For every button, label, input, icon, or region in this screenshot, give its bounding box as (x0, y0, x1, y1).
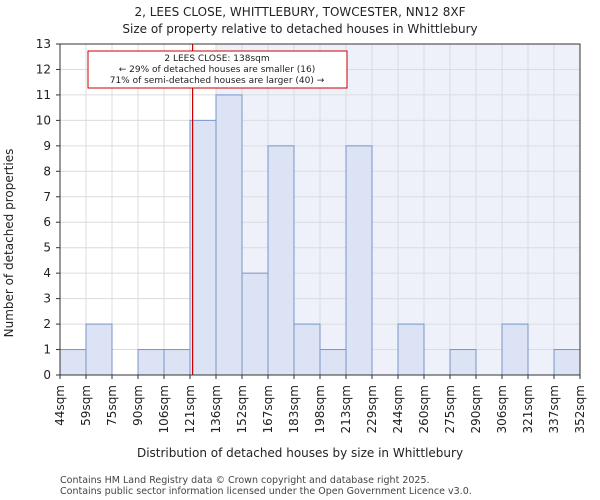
bar-198sqm (319, 349, 347, 376)
xtick-label-152sqm: 152sqm (235, 385, 249, 433)
ytick-label-10: 10 (36, 113, 51, 127)
xtick-label-106sqm: 106sqm (157, 385, 171, 433)
annotation-line-2: ← 29% of detached houses are smaller (16… (119, 65, 316, 75)
x-axis-ticks: 44sqm 59sqm 75sqm 90sqm 106sqm 121sqm 136sqm 15… (53, 375, 587, 433)
bar-183sqm (293, 323, 321, 376)
xtick-label-260sqm: 260sqm (417, 385, 431, 433)
bar-106sqm (163, 349, 191, 376)
xtick-label-136sqm: 136sqm (209, 385, 223, 433)
xtick-label-90sqm: 90sqm (131, 385, 145, 426)
ytick-label-12: 12 (36, 62, 51, 76)
bar-337sqm (553, 349, 581, 376)
bar-275sqm (449, 349, 477, 376)
bar-44sqm (59, 349, 87, 376)
bar-213sqm (345, 145, 373, 376)
annotation-line-3: 71% of semi-detached houses are larger (… (110, 76, 325, 86)
xtick-label-183sqm: 183sqm (287, 385, 301, 433)
xtick-label-229sqm: 229sqm (365, 385, 379, 433)
xtick-label-213sqm: 213sqm (339, 385, 353, 433)
bar-306sqm (501, 323, 529, 376)
footer: Contains HM Land Registry data © Crown c… (60, 475, 472, 497)
xtick-label-275sqm: 275sqm (443, 385, 457, 433)
footer-line-1: Contains HM Land Registry data © Crown c… (60, 475, 430, 486)
annotation-line-1: 2 LEES CLOSE: 138sqm (164, 54, 269, 64)
xtick-label-337sqm: 337sqm (547, 385, 561, 433)
xtick-label-306sqm: 306sqm (495, 385, 509, 433)
xtick-label-75sqm: 75sqm (105, 385, 119, 426)
bar-152sqm (241, 272, 269, 376)
annotation-frame (87, 50, 348, 89)
ytick-label-11: 11 (36, 88, 51, 102)
footer-line-2: Contains public sector information licen… (60, 486, 472, 497)
xtick-label-321sqm: 321sqm (521, 385, 535, 433)
bar-59sqm (85, 323, 113, 376)
bar-167sqm (267, 145, 295, 376)
bars (59, 94, 581, 376)
bar-90sqm (137, 349, 165, 376)
xtick-label-352sqm: 352sqm (573, 385, 587, 433)
ytick-label-1: 1 (43, 343, 51, 357)
x-axis-label: Distribution of detached houses by size … (137, 446, 463, 460)
ytick-label-0: 0 (43, 368, 51, 382)
ytick-label-8: 8 (43, 164, 51, 178)
ytick-label-6: 6 (43, 215, 51, 229)
title-line-2: Size of property relative to detached ho… (122, 22, 477, 36)
bar-121sqm (189, 119, 217, 376)
ytick-label-9: 9 (43, 139, 51, 153)
title-line-1: 2, LEES CLOSE, WHITTLEBURY, TOWCESTER, N… (134, 5, 465, 19)
ytick-label-13: 13 (36, 37, 51, 51)
ytick-label-7: 7 (43, 190, 51, 204)
xtick-label-290sqm: 290sqm (469, 385, 483, 433)
xtick-label-59sqm: 59sqm (79, 385, 93, 426)
ytick-label-3: 3 (43, 292, 51, 306)
ytick-label-5: 5 (43, 241, 51, 255)
bar-244sqm (397, 323, 425, 376)
bar-136sqm (215, 94, 243, 376)
xtick-label-198sqm: 198sqm (313, 385, 327, 433)
ytick-label-2: 2 (43, 317, 51, 331)
xtick-label-244sqm: 244sqm (391, 385, 405, 433)
xtick-label-44sqm: 44sqm (53, 385, 67, 426)
y-axis-label: Number of detached properties (2, 149, 16, 338)
ytick-label-4: 4 (43, 266, 51, 280)
xtick-label-167sqm: 167sqm (261, 385, 275, 433)
chart-title: 2, LEES CLOSE, WHITTLEBURY, TOWCESTER, N… (122, 5, 477, 36)
annotation-box: 2 LEES CLOSE: 138sqm ← 29% of detached h… (87, 50, 348, 89)
xtick-label-121sqm: 121sqm (183, 385, 197, 433)
